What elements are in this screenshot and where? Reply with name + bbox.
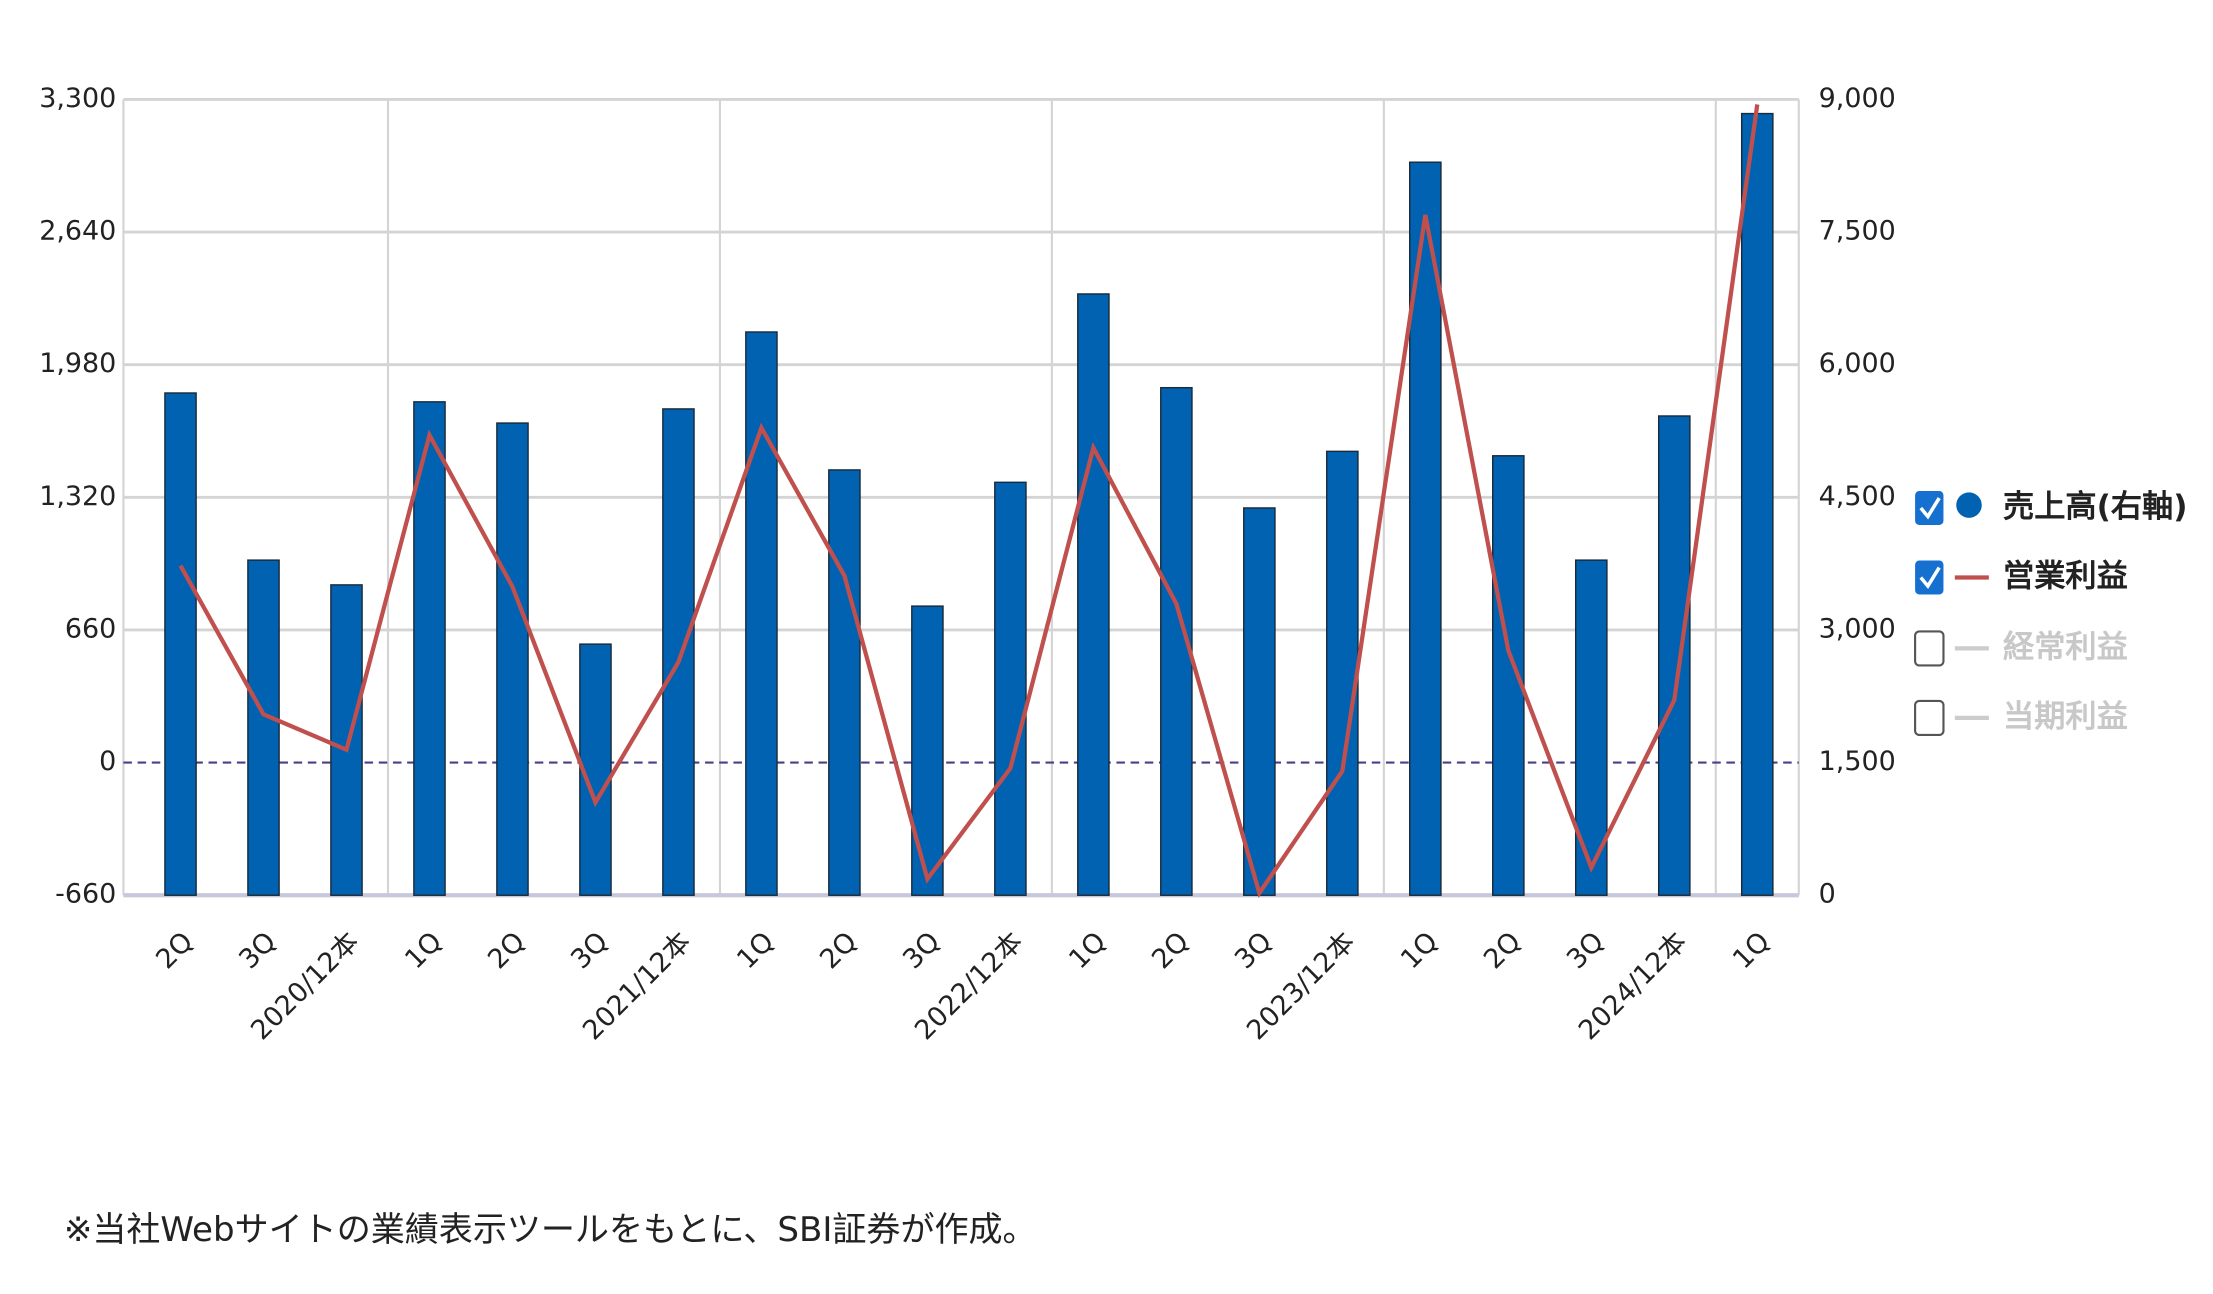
- bar: [1740, 112, 1774, 896]
- bar: [496, 422, 529, 896]
- x-tick-label: 3Q: [565, 926, 614, 975]
- legend-label: 当期利益: [2003, 699, 2128, 735]
- x-tick-label: 2Q: [1478, 926, 1527, 975]
- bar: [413, 401, 446, 896]
- x-tick-label: 3Q: [233, 926, 282, 975]
- y2-tick-label: 6,000: [1819, 348, 1896, 379]
- y-tick-label: 1,320: [39, 481, 116, 512]
- bar: [1657, 415, 1691, 896]
- y2-tick-label: 0: [1819, 879, 1836, 910]
- x-tick-label: 3Q: [897, 926, 946, 975]
- bar: [994, 481, 1027, 896]
- x-tick-label: 1Q: [399, 926, 448, 975]
- y2-tick-label: 7,500: [1819, 216, 1896, 247]
- y2-tick-label: 9,000: [1819, 83, 1896, 114]
- bar: [1326, 450, 1359, 896]
- legend-label: 経常利益: [2003, 629, 2128, 665]
- legend-marker: [1956, 492, 1982, 518]
- bar: [330, 584, 363, 896]
- line: [178, 104, 1760, 898]
- x-tick-label: 1Q: [1395, 926, 1444, 975]
- bar: [247, 559, 280, 896]
- y-tick-label: -660: [55, 879, 116, 910]
- bar: [164, 392, 197, 896]
- legend-checkbox: [1914, 630, 1945, 667]
- y2-tick-label: 4,500: [1819, 481, 1896, 512]
- legend-check: [1919, 497, 1941, 520]
- bar: [662, 408, 695, 896]
- y-tick-label: 2,640: [39, 216, 116, 247]
- x-tick-label: 2Q: [1146, 926, 1195, 975]
- legend-checkbox: [1915, 490, 1944, 526]
- legend-check: [1919, 566, 1941, 590]
- bar: [1243, 507, 1276, 896]
- legend-label: 営業利益: [2003, 558, 2128, 594]
- bar: [828, 469, 861, 896]
- x-tick-label: 3Q: [1561, 926, 1610, 975]
- legend-checkbox: [1914, 699, 1945, 737]
- y2-tick-label: 3,000: [1819, 613, 1896, 644]
- x-tick-label: 1Q: [1063, 926, 1112, 975]
- x-tick-label: 2Q: [150, 926, 199, 975]
- x-tick-label: 3Q: [1229, 926, 1278, 975]
- y-tick-label: 1,980: [39, 348, 116, 379]
- x-tick-label: 1Q: [731, 926, 780, 975]
- y-tick-label: 3,300: [39, 83, 116, 114]
- legend-label: 売上高(右軸): [2003, 489, 2187, 525]
- y-tick-label: 0: [99, 746, 116, 777]
- bar: [1077, 293, 1110, 896]
- bar: [745, 331, 778, 896]
- footnote: ※当社Webサイトの業績表示ツールをもとに、SBI証券が作成。: [64, 1210, 1037, 1250]
- bar: [911, 605, 944, 896]
- y-tick-label: 660: [65, 613, 116, 644]
- y2-tick-label: 1,500: [1819, 746, 1896, 777]
- x-tick-label: 2Q: [482, 926, 531, 975]
- x-tick-label: 2Q: [814, 926, 863, 975]
- x-tick-label: 1Q: [1727, 926, 1776, 975]
- legend-checkbox: [1915, 560, 1944, 595]
